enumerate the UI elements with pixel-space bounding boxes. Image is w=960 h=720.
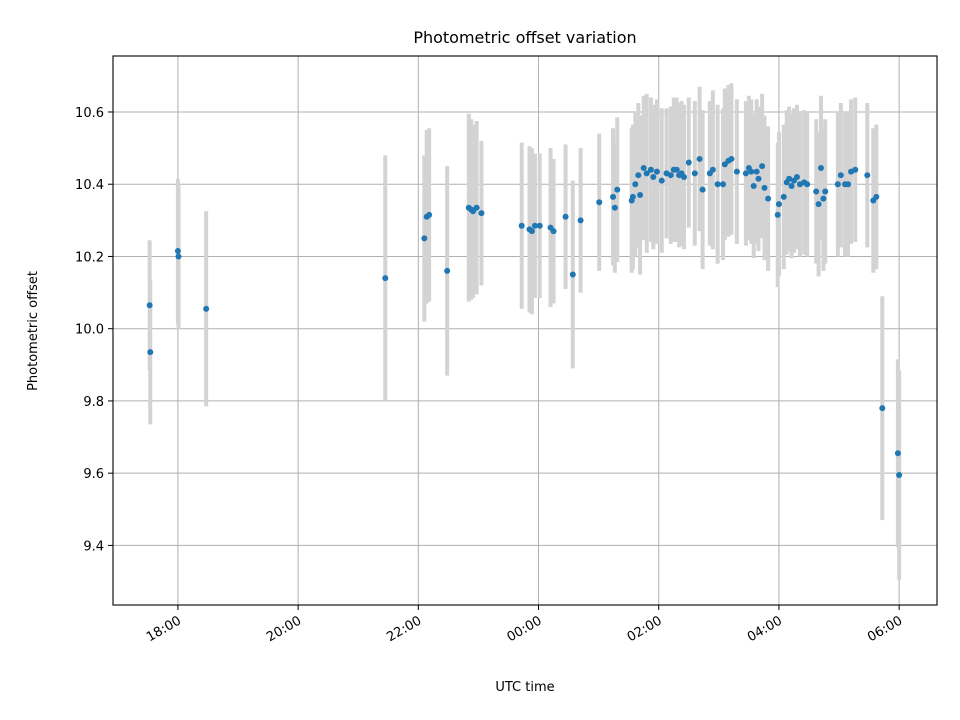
data-point [667, 172, 674, 179]
data-point [699, 186, 706, 193]
data-point [775, 201, 782, 208]
data-point [786, 175, 793, 182]
data-point [614, 186, 621, 193]
data-point [822, 188, 829, 195]
data-point [820, 195, 827, 202]
data-point [845, 181, 852, 188]
grid [113, 56, 937, 605]
data-point [788, 183, 795, 190]
data-point [709, 166, 716, 173]
y-tick-label: 9.8 [83, 395, 104, 410]
data-point [680, 173, 687, 180]
data-point [818, 164, 825, 171]
y-tick-label: 9.6 [83, 467, 104, 482]
data-point [761, 184, 768, 191]
data-point [478, 210, 485, 217]
data-point [637, 192, 644, 199]
data-point [834, 181, 841, 188]
y-tick-label: 10.0 [75, 323, 104, 338]
data-point [175, 253, 182, 260]
y-tick-label: 10.4 [75, 178, 104, 193]
data-point [653, 168, 660, 175]
x-tick-label: 00:00 [505, 613, 545, 645]
y-tick-label: 10.6 [75, 106, 104, 121]
data-points [146, 155, 903, 478]
data-point [203, 305, 210, 312]
data-point [864, 172, 871, 179]
x-tick-label: 22:00 [384, 613, 424, 645]
y-axis-ticks: 9.4 9.6 9.8 10.0 10.2 10.4 10.6 [75, 106, 113, 554]
x-axis-ticks: 18:00 20:00 22:00 00:00 02:00 04:00 06:00 [144, 605, 905, 645]
data-point [774, 211, 781, 218]
data-point [813, 188, 820, 195]
data-point [894, 450, 901, 457]
data-point [611, 204, 618, 211]
plot-frame [112, 55, 938, 606]
data-point [643, 170, 650, 177]
data-point [650, 173, 657, 180]
data-point [780, 193, 787, 200]
data-point [896, 471, 903, 478]
data-point [596, 199, 603, 206]
errorbars [147, 83, 902, 580]
data-point [696, 155, 703, 162]
y-tick-label: 9.4 [83, 539, 104, 554]
data-point [577, 217, 584, 224]
data-point [536, 222, 543, 229]
data-point [720, 181, 727, 188]
data-point [635, 172, 642, 179]
x-tick-label: 20:00 [264, 613, 304, 645]
data-point [632, 181, 639, 188]
data-point [733, 168, 740, 175]
y-axis-label: Photometric offset [26, 271, 41, 391]
data-point [852, 166, 859, 173]
data-point [673, 166, 680, 173]
data-point [759, 163, 766, 170]
data-point [647, 166, 654, 173]
data-point [147, 349, 154, 356]
data-point [444, 267, 451, 274]
data-point [728, 155, 735, 162]
data-point [610, 193, 617, 200]
data-point [873, 193, 880, 200]
x-tick-label: 06:00 [865, 613, 905, 645]
data-point [640, 164, 647, 171]
data-point [753, 168, 760, 175]
data-point [804, 181, 811, 188]
data-point [382, 275, 389, 282]
data-point [562, 213, 569, 220]
data-point [473, 204, 480, 211]
x-tick-label: 18:00 [144, 613, 184, 645]
data-point [174, 248, 181, 255]
data-point [714, 181, 721, 188]
data-point [685, 159, 692, 166]
data-point [755, 175, 762, 182]
data-point [569, 271, 576, 278]
y-tick-label: 10.2 [75, 250, 104, 265]
x-axis-label: UTC time [495, 680, 554, 695]
data-point [421, 235, 428, 242]
data-point [658, 177, 665, 184]
data-point [528, 228, 535, 235]
data-point [426, 211, 433, 218]
data-point [879, 405, 886, 412]
data-point [793, 173, 800, 180]
data-point [691, 170, 698, 177]
data-point [748, 168, 755, 175]
data-point [518, 222, 525, 229]
data-point [531, 222, 538, 229]
data-point [837, 172, 844, 179]
data-point [629, 193, 636, 200]
data-point [750, 183, 757, 190]
x-tick-label: 04:00 [745, 613, 785, 645]
chart-title: Photometric offset variation [413, 28, 636, 47]
data-point [146, 302, 153, 309]
data-point [742, 170, 749, 177]
x-tick-label: 02:00 [625, 613, 665, 645]
data-point [815, 201, 822, 208]
data-point [550, 228, 557, 235]
data-point [765, 195, 772, 202]
